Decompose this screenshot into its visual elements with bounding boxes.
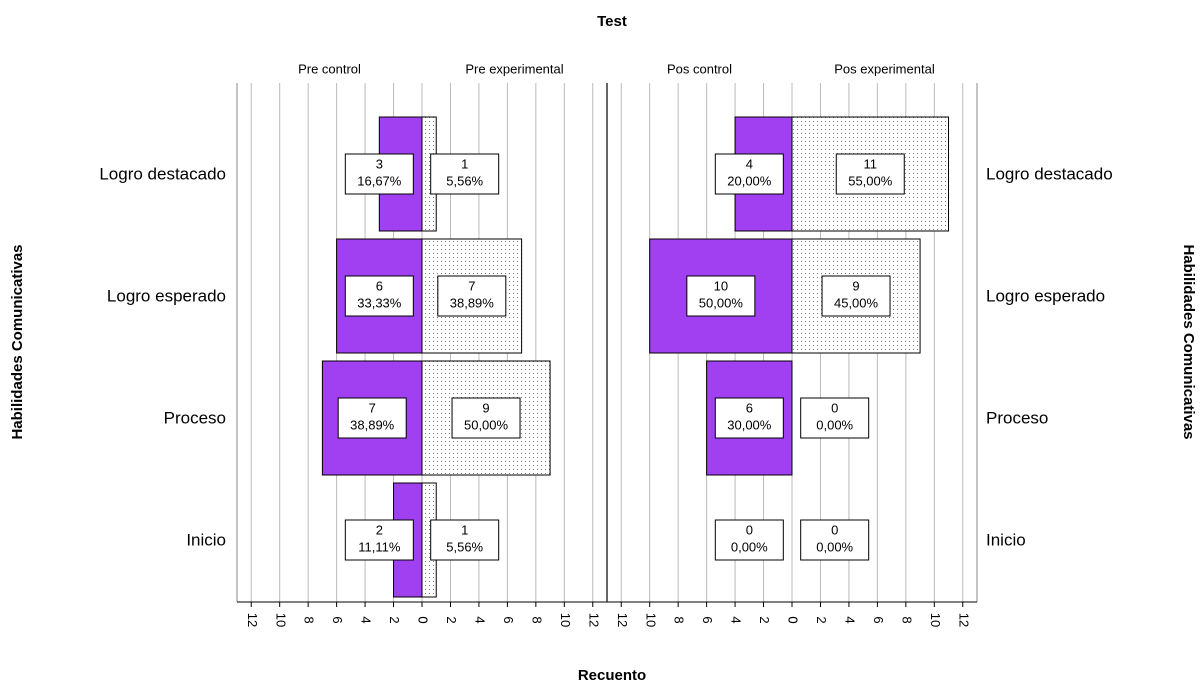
chart-title: Test (597, 13, 627, 30)
label-box (835, 153, 905, 195)
data-label: 6 (376, 278, 383, 293)
data-label: 5,56% (446, 539, 483, 554)
data-label: 6 (746, 400, 753, 415)
x-tick-label: 6 (871, 616, 886, 623)
data-label: 7 (468, 278, 475, 293)
x-tick-label: 0 (786, 616, 801, 623)
data-label: 0,00% (816, 539, 853, 554)
x-tick-label: 10 (643, 613, 658, 627)
x-tick-label: 2 (814, 616, 829, 623)
label-box (344, 519, 414, 561)
data-label: 20,00% (727, 173, 772, 188)
x-tick-label: 0 (786, 616, 801, 623)
data-label: 11,11% (358, 539, 401, 554)
category-label: Inicio (186, 530, 226, 549)
data-label: 10 (714, 278, 728, 293)
label-box (337, 397, 407, 439)
data-label: 1 (461, 156, 468, 171)
label-box (686, 275, 756, 317)
x-tick-label: 10 (273, 613, 288, 627)
x-tick-label: 6 (330, 616, 345, 623)
data-label: 0 (831, 522, 838, 537)
x-tick-label: 8 (899, 616, 914, 623)
x-tick-label: 4 (842, 616, 857, 623)
data-label: 0,00% (731, 539, 768, 554)
data-label: 3 (376, 156, 383, 171)
data-label: 50,00% (699, 295, 744, 310)
data-label: 50,00% (464, 417, 509, 432)
data-label: 11 (864, 156, 878, 171)
x-tick-label: 10 (928, 613, 943, 627)
data-label: 2 (376, 522, 383, 537)
x-tick-label: 0 (416, 616, 431, 623)
data-label: 55,00% (848, 173, 893, 188)
x-tick-label: 8 (672, 616, 687, 623)
data-label: 9 (852, 278, 859, 293)
category-label: Logro destacado (986, 164, 1113, 183)
x-tick-label: 12 (586, 613, 601, 627)
label-box (451, 397, 521, 439)
data-label: 7 (369, 400, 376, 415)
data-label: 1 (461, 522, 468, 537)
x-tick-label: 2 (757, 616, 772, 623)
data-label: 45,00% (834, 295, 879, 310)
label-box (344, 153, 414, 195)
category-label: Proceso (164, 408, 226, 427)
x-tick-label: 6 (700, 616, 715, 623)
category-label: Inicio (986, 530, 1026, 549)
label-box (714, 153, 784, 195)
y-axis-label: Habilidades Comunicativas (1180, 244, 1197, 439)
data-label: 0 (831, 400, 838, 415)
data-label: 0,00% (816, 417, 853, 432)
category-label: Logro destacado (99, 164, 226, 183)
data-label: 16,67% (357, 173, 402, 188)
data-label: 38,89% (350, 417, 395, 432)
panel-header: Pos experimental (834, 61, 935, 76)
data-label: 0 (746, 522, 753, 537)
x-tick-label: 2 (444, 616, 459, 623)
data-label: 9 (482, 400, 489, 415)
label-box (821, 275, 891, 317)
label-box (344, 275, 414, 317)
x-axis-label: Recuento (578, 667, 646, 684)
x-tick-label: 2 (387, 616, 402, 623)
panel-header: Pos control (667, 61, 732, 76)
panel-header: Pre experimental (465, 61, 563, 76)
label-box (714, 397, 784, 439)
x-tick-label: 8 (302, 616, 317, 623)
x-tick-label: 4 (359, 616, 374, 623)
label-box (430, 153, 500, 195)
data-label: 5,56% (446, 173, 483, 188)
label-box (800, 519, 870, 561)
x-tick-label: 12 (956, 613, 971, 627)
category-label: Logro esperado (107, 286, 226, 305)
y-axis-label: Habilidades Comunicativas (9, 244, 26, 439)
data-label: 38,89% (450, 295, 495, 310)
x-tick-label: 12 (245, 613, 260, 627)
x-tick-label: 4 (472, 616, 487, 623)
data-label: 30,00% (727, 417, 772, 432)
label-box (437, 275, 507, 317)
x-tick-label: 12 (615, 613, 630, 627)
label-box (430, 519, 500, 561)
category-label: Proceso (986, 408, 1048, 427)
data-label: 33,33% (357, 295, 402, 310)
x-tick-label: 10 (558, 613, 573, 627)
panel-header: Pre control (298, 61, 361, 76)
x-tick-label: 8 (529, 616, 544, 623)
x-tick-label: 4 (729, 616, 744, 623)
x-tick-label: 0 (416, 616, 431, 623)
label-box (800, 397, 870, 439)
data-label: 4 (746, 156, 753, 171)
x-tick-label: 6 (501, 616, 516, 623)
category-label: Logro esperado (986, 286, 1105, 305)
label-box (714, 519, 784, 561)
